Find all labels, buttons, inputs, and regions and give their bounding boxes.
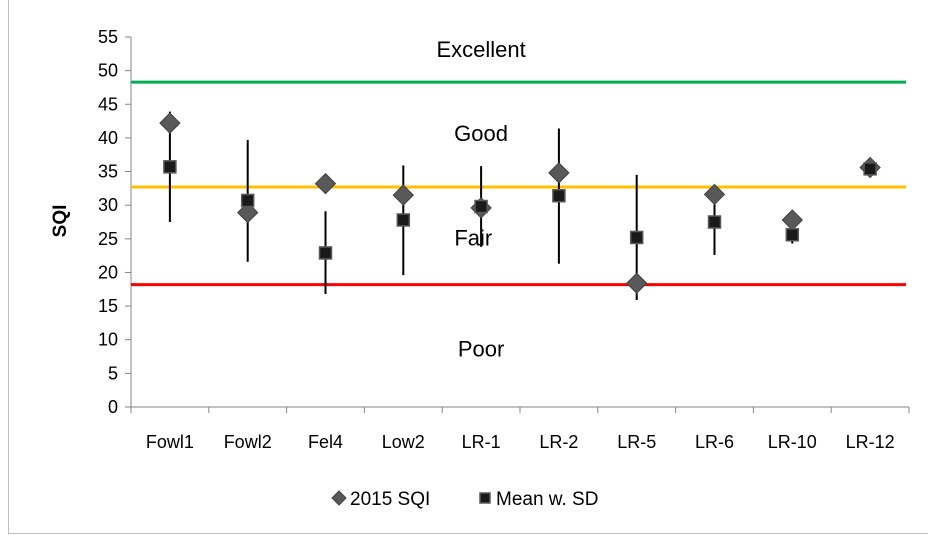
x-tick-label: Fowl2	[224, 432, 272, 452]
square-point	[707, 215, 722, 229]
x-tick-label: LR-6	[695, 432, 734, 452]
square-point	[396, 213, 411, 227]
legend-square-marker	[479, 492, 491, 504]
y-tick-label: 35	[98, 162, 118, 182]
square-point	[863, 162, 877, 176]
diamond-point	[314, 172, 337, 195]
y-tick-label: 20	[98, 262, 118, 282]
x-tick-label: Fowl1	[146, 432, 194, 452]
diamond-point	[703, 183, 726, 206]
legend-label: Mean w. SD	[496, 489, 598, 510]
x-tick-label: LR-5	[617, 432, 656, 452]
y-tick-label: 0	[108, 397, 118, 417]
y-tick-label: 40	[98, 128, 118, 148]
y-tick-label: 55	[98, 27, 118, 47]
chart-frame	[8, 0, 928, 534]
axes: 0 5 10 15 20 25 30 35 40 45 50 55 Fowl1 Fowl2 Fel4 Low2…	[98, 27, 910, 452]
reference-lines	[131, 80, 906, 287]
square-point	[785, 228, 800, 242]
square-point	[474, 199, 488, 214]
zone-label: Fair	[454, 225, 492, 250]
zone-label: Good	[454, 121, 508, 146]
diamond-point	[781, 209, 804, 231]
diamond-point	[548, 162, 570, 184]
diamond-point	[159, 112, 181, 134]
y-tick-label: 5	[108, 363, 118, 383]
x-tick-label: Low2	[382, 432, 425, 452]
legend-diamond-marker	[331, 490, 347, 506]
square-point	[629, 230, 644, 245]
diamond-point	[392, 184, 415, 206]
x-tick-label: LR-1	[462, 432, 501, 452]
y-tick-label: 10	[98, 330, 118, 350]
diamond-point	[236, 201, 259, 224]
x-tick-label: LR-10	[768, 432, 817, 452]
y-tick-label: 30	[98, 195, 118, 215]
zone-label: Excellent	[436, 37, 525, 62]
x-tick-label: LR-2	[539, 432, 578, 452]
y-tick-label: 15	[98, 296, 118, 316]
square-point	[163, 160, 177, 174]
y-axis-label: SQI	[50, 205, 71, 238]
y-tick-label: 25	[98, 229, 118, 249]
x-tick-label: Fel4	[308, 432, 343, 452]
y-tick-label: 45	[98, 94, 118, 114]
data-marks	[159, 111, 881, 301]
x-tick-label: LR-12	[846, 432, 895, 452]
square-point	[318, 246, 333, 260]
y-tick-label: 50	[98, 61, 118, 81]
square-point	[552, 189, 566, 203]
legend: 2015 SQI Mean w. SD	[331, 489, 598, 510]
zone-label: Poor	[458, 336, 504, 361]
zone-labels: Excellent Good Fair Poor	[436, 37, 525, 361]
square-point	[240, 193, 255, 208]
legend-label: 2015 SQI	[350, 489, 430, 510]
diamond-point	[625, 272, 648, 294]
